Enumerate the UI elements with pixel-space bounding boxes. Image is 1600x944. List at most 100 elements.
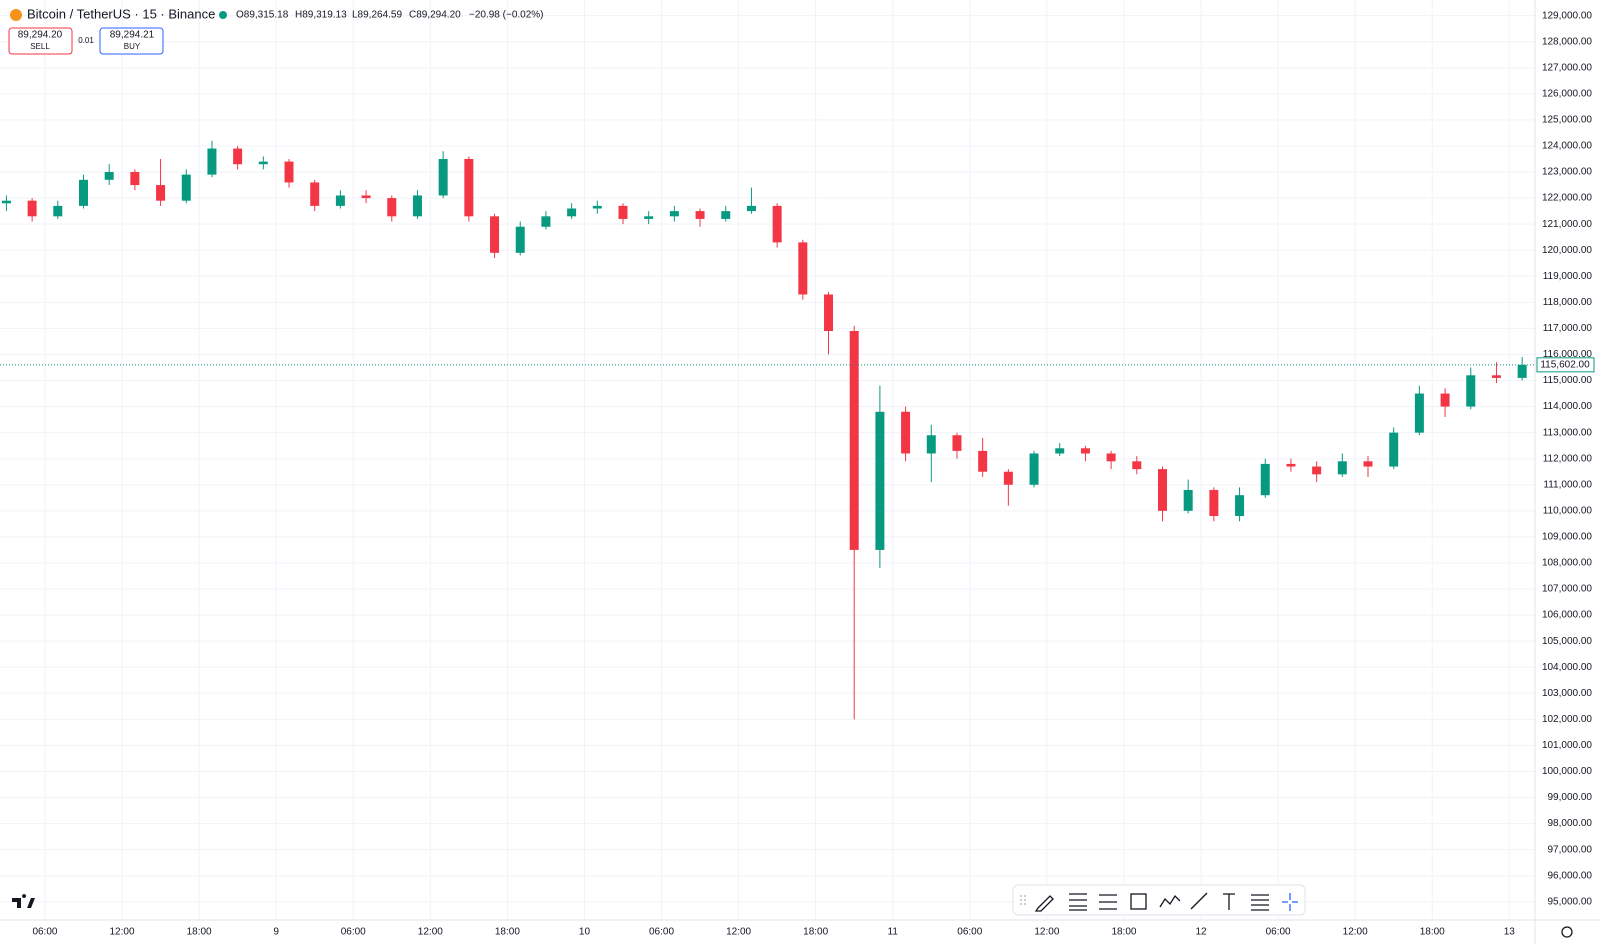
candle-body bbox=[361, 195, 371, 199]
x-tick-label: 9 bbox=[273, 927, 279, 938]
candle-body bbox=[1209, 489, 1219, 517]
candle-body bbox=[233, 148, 243, 165]
sell-button[interactable] bbox=[8, 27, 73, 55]
spread: 0.01 bbox=[78, 36, 94, 45]
y-tick-label: 126,000.00 bbox=[1542, 88, 1592, 99]
y-tick-label: 111,000.00 bbox=[1543, 479, 1592, 490]
logo bbox=[12, 894, 35, 908]
x-tick-label: 12:00 bbox=[726, 927, 751, 938]
y-tick-label: 98,000.00 bbox=[1548, 818, 1593, 829]
candle-body bbox=[746, 205, 756, 212]
candle-body bbox=[644, 216, 654, 219]
x-tick-label: 13 bbox=[1504, 927, 1516, 938]
channel-tool[interactable] bbox=[1099, 894, 1117, 910]
last-price-tag bbox=[1536, 357, 1595, 373]
buy-price: 89,294.21 bbox=[110, 30, 155, 41]
x-tick-label: 18:00 bbox=[803, 927, 828, 938]
y-tick-label: 104,000.00 bbox=[1542, 662, 1592, 673]
candle-body bbox=[1260, 463, 1270, 496]
y-tick-label: 123,000.00 bbox=[1542, 167, 1592, 178]
candle-body bbox=[1440, 393, 1450, 407]
x-tick-label: 10 bbox=[579, 927, 591, 938]
x-tick-label: 18:00 bbox=[1111, 927, 1136, 938]
sell-price: 89,294.20 bbox=[18, 30, 63, 41]
market-status bbox=[219, 11, 227, 19]
x-tick-label: 12:00 bbox=[1034, 927, 1059, 938]
x-tick-label: 12:00 bbox=[1343, 927, 1368, 938]
y-tick-label: 129,000.00 bbox=[1542, 10, 1592, 21]
brush-tool[interactable] bbox=[1034, 895, 1054, 912]
levels-tool[interactable] bbox=[1251, 894, 1269, 911]
ohlc-change: −20.98 (−0.02%) bbox=[469, 10, 544, 21]
x-tick-label: 18:00 bbox=[495, 927, 520, 938]
last-price-label: 115,602.00 bbox=[1540, 359, 1590, 370]
y-tick-label: 118,000.00 bbox=[1543, 297, 1593, 308]
line-tool[interactable] bbox=[1190, 892, 1208, 910]
y-tick-label: 99,000.00 bbox=[1548, 792, 1593, 803]
candle-body bbox=[875, 411, 885, 550]
y-tick-label: 127,000.00 bbox=[1542, 62, 1592, 73]
candle-body bbox=[1235, 495, 1245, 517]
x-tick-label: 12:00 bbox=[110, 927, 135, 938]
path-tool[interactable] bbox=[1159, 894, 1181, 908]
candle-body bbox=[849, 330, 859, 550]
y-tick-label: 122,000.00 bbox=[1542, 193, 1592, 204]
candle-body bbox=[156, 185, 166, 201]
x-tick-label: 12 bbox=[1195, 927, 1207, 938]
y-tick-label: 101,000.00 bbox=[1542, 740, 1592, 751]
y-tick-label: 125,000.00 bbox=[1542, 115, 1592, 126]
candle-body bbox=[669, 211, 679, 217]
y-tick-label: 114,000.00 bbox=[1543, 401, 1593, 412]
y-tick-label: 121,000.00 bbox=[1542, 219, 1592, 230]
y-tick-label: 97,000.00 bbox=[1548, 844, 1593, 855]
candle-body bbox=[207, 148, 217, 175]
x-tick-label: 18:00 bbox=[1420, 927, 1445, 938]
x-tick-label: 06:00 bbox=[341, 927, 366, 938]
y-tick-label: 115,000.00 bbox=[1543, 375, 1593, 386]
drag-handle[interactable] bbox=[1020, 895, 1026, 907]
ohlc-low: L89,264.59 bbox=[352, 10, 402, 21]
rectangle-tool[interactable] bbox=[1130, 893, 1147, 910]
crosshair-tool[interactable] bbox=[1282, 893, 1298, 911]
candle-body bbox=[258, 161, 268, 165]
candle-body bbox=[1337, 461, 1347, 475]
candle-body bbox=[1389, 432, 1399, 467]
candle-body bbox=[1132, 461, 1142, 470]
candle-body bbox=[27, 200, 37, 217]
toolbar-panel bbox=[1012, 884, 1306, 916]
symbol: Bitcoin / TetherUS · 15 · Binance bbox=[27, 6, 215, 21]
fib-tool[interactable] bbox=[1069, 893, 1087, 911]
y-tick-label: 108,000.00 bbox=[1542, 558, 1592, 569]
candle-body bbox=[592, 205, 602, 209]
candle-body bbox=[464, 158, 474, 217]
candle-body bbox=[284, 161, 294, 183]
candle-body bbox=[515, 226, 525, 253]
y-tick-label: 112,000.00 bbox=[1543, 453, 1593, 464]
candle-body bbox=[952, 435, 962, 451]
x-tick-label: 06:00 bbox=[32, 927, 57, 938]
candle-body bbox=[335, 195, 345, 206]
candle-body bbox=[798, 242, 808, 295]
settings-button[interactable] bbox=[1561, 926, 1573, 938]
candle-body bbox=[1414, 393, 1424, 433]
candle-body bbox=[1312, 466, 1322, 475]
buy-button[interactable] bbox=[99, 27, 164, 55]
y-tick-label: 102,000.00 bbox=[1542, 714, 1592, 725]
candle-body bbox=[412, 195, 422, 217]
candle-body bbox=[438, 158, 448, 196]
buy-label: BUY bbox=[124, 42, 141, 51]
symbol-icon bbox=[10, 9, 22, 21]
candle-body bbox=[1517, 364, 1527, 378]
x-tick-label: 06:00 bbox=[1266, 927, 1291, 938]
header: Bitcoin / TetherUS · 15 · Binance O89,31… bbox=[8, 6, 544, 55]
candle-body bbox=[387, 198, 397, 217]
y-tick-label: 110,000.00 bbox=[1543, 505, 1593, 516]
candle-body bbox=[1183, 489, 1193, 511]
candle-body bbox=[926, 435, 936, 454]
x-tick-label: 06:00 bbox=[649, 927, 674, 938]
text-tool[interactable] bbox=[1223, 893, 1235, 910]
candle-body bbox=[1106, 453, 1116, 462]
candle-body bbox=[1003, 471, 1013, 485]
y-tick-label: 103,000.00 bbox=[1542, 688, 1592, 699]
